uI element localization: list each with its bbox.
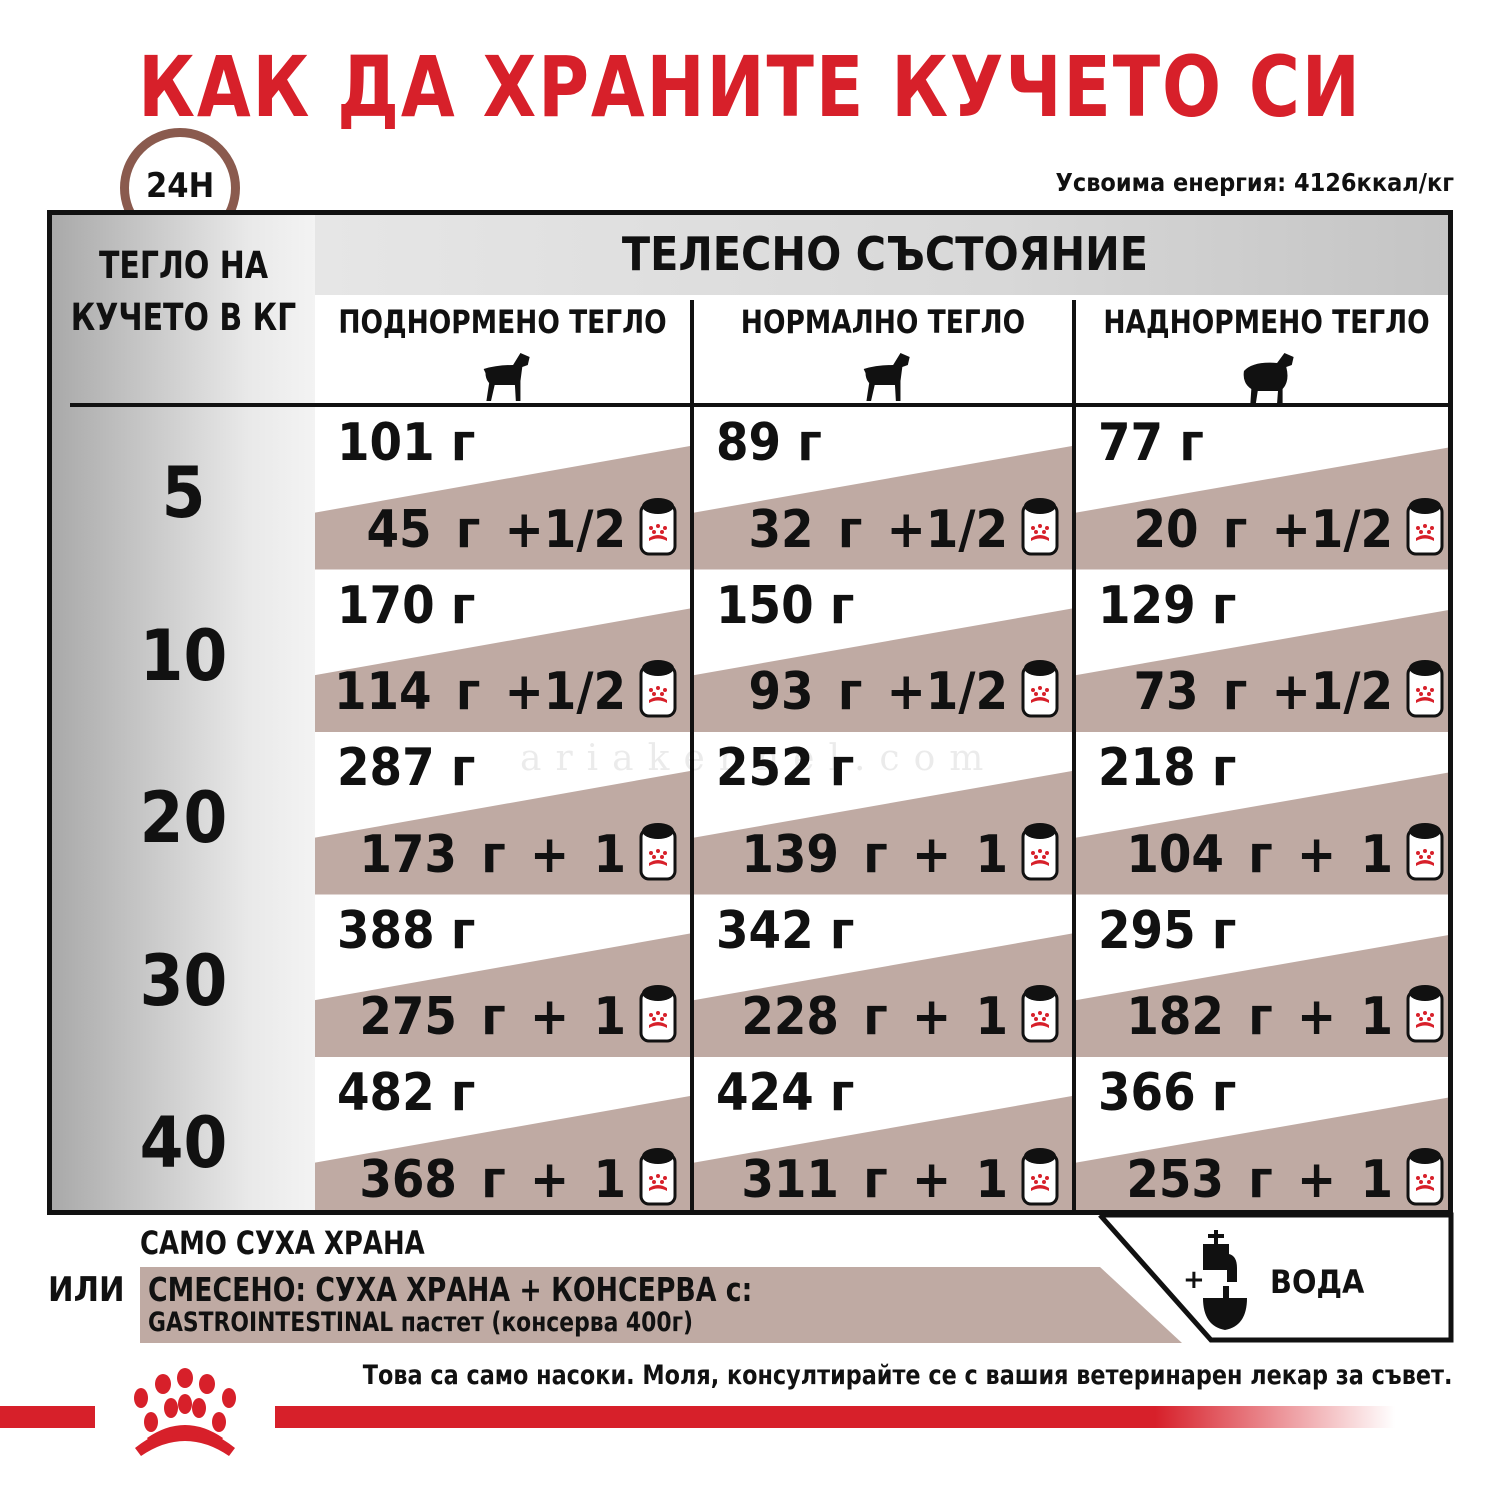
weight-value: 5	[161, 452, 206, 534]
column-header: НОРМАЛНО ТЕГЛО	[709, 303, 1057, 403]
mixed-amount: 114 г +1/2	[333, 662, 626, 722]
can-icon	[639, 1147, 677, 1205]
clock-label: 24H	[142, 166, 219, 206]
feeding-cell: 77 г 20 г +1/2	[1076, 407, 1448, 570]
weight-value: 30	[139, 939, 228, 1022]
mixed-label: СМЕСЕНО: СУХА ХРАНА + КОНСЕРВА с:	[148, 1270, 753, 1309]
dry-amount: 129 г	[1098, 575, 1237, 636]
mixed-amount: 311 г + 1	[741, 1149, 1008, 1210]
mixed-amount: 253 г + 1	[1126, 1149, 1393, 1210]
can-icon	[1406, 497, 1444, 555]
can-icon	[1021, 497, 1059, 555]
feeding-cell: 252 г 139 г + 1	[694, 732, 1072, 895]
can-icon	[1021, 660, 1059, 718]
dog-icon	[483, 353, 530, 401]
feeding-cell: 388 г 275 г + 1	[315, 895, 690, 1057]
energy-info: Усвоима енергия: 4126ккал/кг	[1055, 168, 1454, 197]
dry-amount: 77 г	[1098, 413, 1204, 473]
column-header-label: НАДНОРМЕНО ТЕГЛО	[1103, 303, 1430, 341]
feeding-cell: 129 г 73 г +1/2	[1076, 570, 1448, 732]
dry-amount: 89 г	[716, 413, 822, 473]
feeding-cell: 366 г 253 г + 1	[1076, 1057, 1448, 1210]
page-title: КАК ДА ХРАНИТЕ КУЧЕТО СИ	[138, 38, 1362, 136]
water-plus: +	[1183, 1265, 1205, 1295]
can-icon	[639, 497, 677, 555]
can-icon	[1406, 822, 1444, 880]
mixed-amount: 20 г +1/2	[1133, 499, 1394, 560]
dry-amount: 424 г	[716, 1063, 855, 1123]
can-icon	[1021, 985, 1059, 1043]
dry-amount: 482 г	[337, 1063, 476, 1123]
feeding-cell: 424 г 311 г + 1	[694, 1057, 1072, 1210]
feeding-cell: 482 г 368 г + 1	[315, 1057, 690, 1210]
mixed-amount: 275 г + 1	[359, 987, 626, 1047]
dry-amount: 150 г	[716, 575, 855, 636]
dry-amount: 366 г	[1098, 1063, 1237, 1123]
mixed-product: GASTROINTESTINAL пастет (консерва 400г)	[148, 1307, 693, 1338]
mixed-amount: 45 г +1/2	[366, 499, 627, 560]
feeding-table: ТЕЛЕСНО СЪСТОЯНИЕ ТЕГЛО НА КУЧЕТО В КГ П…	[47, 210, 1453, 1215]
mixed-amount: 93 г +1/2	[748, 662, 1009, 722]
can-icon	[639, 822, 677, 880]
feeding-cell: 342 г 228 г + 1	[694, 895, 1072, 1057]
column-header-label: НОРМАЛНО ТЕГЛО	[740, 303, 1026, 341]
dry-amount: 287 г	[337, 738, 476, 798]
royal-canin-crown-logo	[95, 1368, 275, 1460]
condition-band	[315, 215, 1448, 295]
weight-value: 10	[139, 614, 228, 697]
weight-value: 20	[139, 777, 228, 859]
feeding-cell: 150 г 93 г +1/2	[694, 570, 1072, 732]
water-label: ВОДА	[1270, 1263, 1365, 1301]
can-icon	[1406, 660, 1444, 718]
weight-value: 40	[139, 1102, 228, 1184]
weight-column	[52, 215, 315, 1210]
mixed-amount: 182 г + 1	[1126, 987, 1393, 1047]
feeding-cell: 287 г 173 г + 1	[315, 732, 690, 895]
can-icon	[1406, 985, 1444, 1043]
dry-amount: 170 г	[337, 575, 476, 636]
condition-header: ТЕЛЕСНО СЪСТОЯНИЕ	[621, 227, 1149, 281]
feeding-cell: 101 г 45 г +1/2	[315, 407, 690, 570]
feeding-cell: 170 г 114 г +1/2	[315, 570, 690, 732]
mixed-amount: 32 г +1/2	[748, 499, 1009, 560]
dog-icon	[1243, 353, 1294, 403]
mixed-amount: 139 г + 1	[741, 824, 1008, 885]
weight-header: ТЕГЛО НА КУЧЕТО В КГ	[70, 244, 297, 339]
feeding-cell: 295 г 182 г + 1	[1076, 895, 1448, 1057]
dry-amount: 295 г	[1098, 900, 1237, 961]
feeding-cell: 89 г 32 г +1/2	[694, 407, 1072, 570]
disclaimer: Това са само насоки. Моля, консултирайте…	[362, 1360, 1452, 1391]
dry-amount: 252 г	[716, 738, 855, 798]
or-label: ИЛИ	[48, 1270, 125, 1310]
dog-icon	[863, 353, 910, 401]
dry-amount: 218 г	[1098, 738, 1237, 798]
can-icon	[1021, 1147, 1059, 1205]
mixed-amount: 173 г + 1	[359, 824, 626, 885]
mixed-amount: 368 г + 1	[359, 1149, 626, 1210]
brand-bar	[0, 1406, 1500, 1428]
mixed-amount: 73 г +1/2	[1133, 662, 1394, 722]
dry-amount: 101 г	[337, 413, 476, 473]
tap-bowl-icon: +	[1183, 1230, 1247, 1330]
can-icon	[1021, 822, 1059, 880]
mixed-amount: 228 г + 1	[741, 987, 1008, 1047]
can-icon	[1406, 1147, 1444, 1205]
mixed-band	[140, 1267, 1182, 1343]
water-box: +	[1098, 1212, 1454, 1343]
can-icon	[639, 985, 677, 1043]
column-header: ПОДНОРМЕНО ТЕГЛО	[330, 303, 675, 403]
divider	[690, 300, 694, 1210]
column-header-label: ПОДНОРМЕНО ТЕГЛО	[338, 303, 667, 341]
can-icon	[639, 660, 677, 718]
dry-amount: 342 г	[716, 900, 855, 961]
watermark: ariakennel.com	[520, 738, 998, 779]
dry-only-label: САМО СУХА ХРАНА	[140, 1224, 425, 1262]
mixed-amount: 104 г + 1	[1126, 824, 1393, 885]
column-header: НАДНОРМЕНО ТЕГЛО	[1091, 303, 1442, 403]
divider	[70, 403, 1448, 407]
feeding-cell: 218 г 104 г + 1	[1076, 732, 1448, 895]
dry-amount: 388 г	[337, 900, 476, 961]
divider	[1072, 300, 1076, 1210]
